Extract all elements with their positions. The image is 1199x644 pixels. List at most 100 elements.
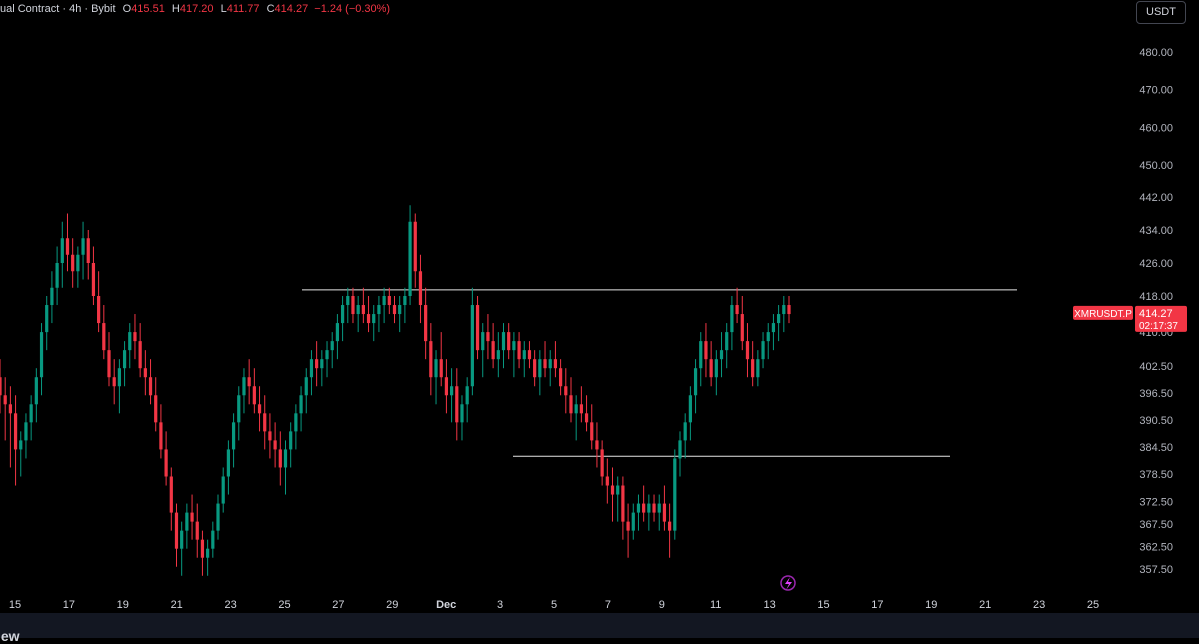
price-tick-label: 442.00 xyxy=(1139,192,1173,204)
candle-body xyxy=(387,296,391,306)
candle-body xyxy=(29,404,33,423)
candle xyxy=(237,386,241,441)
currency-button[interactable]: USDT xyxy=(1136,1,1186,24)
candle xyxy=(735,287,739,324)
change-value: −1.24 (−0.30%) xyxy=(314,3,391,15)
price-tick-label: 396.50 xyxy=(1139,388,1173,400)
horizontal-lines[interactable] xyxy=(302,289,1017,457)
candle xyxy=(558,359,563,396)
candle xyxy=(408,205,412,306)
candle-body xyxy=(97,296,101,324)
candle xyxy=(330,332,334,369)
time-tick-label: 27 xyxy=(332,599,344,611)
time-tick-label: 5 xyxy=(551,599,557,611)
price-tick-label: 402.50 xyxy=(1139,361,1173,373)
candle-body xyxy=(242,377,246,396)
candle xyxy=(475,296,480,360)
low-label: L xyxy=(220,3,227,15)
candle xyxy=(315,341,319,387)
time-tick-label: 29 xyxy=(386,599,398,611)
candle xyxy=(268,413,272,459)
candle xyxy=(107,332,111,387)
candle xyxy=(39,323,44,396)
candle-body xyxy=(693,368,698,396)
candle xyxy=(122,341,127,387)
candle-body xyxy=(206,548,210,558)
candle xyxy=(55,246,59,306)
candle-body xyxy=(330,341,334,351)
candle-body xyxy=(527,350,532,360)
candle-body xyxy=(719,350,724,360)
candle-body xyxy=(356,305,360,315)
candle-body xyxy=(268,431,272,441)
candle-body xyxy=(283,449,288,468)
time-tick-label: 25 xyxy=(278,599,290,611)
candle xyxy=(372,305,376,342)
candle xyxy=(382,287,386,324)
candle-body xyxy=(647,503,651,513)
candle-body xyxy=(777,314,781,324)
candle xyxy=(143,350,147,396)
price-chart[interactable]: 480.00 470.00 460.00 450.00 442.00 434.00 426.… xyxy=(0,0,1199,613)
candle-body xyxy=(413,221,417,272)
candle xyxy=(154,377,158,432)
candle-body xyxy=(19,440,23,450)
candle xyxy=(45,296,49,351)
candle xyxy=(169,467,173,531)
candle xyxy=(507,323,511,360)
price-tag-countdown: 02:17:37 xyxy=(1139,321,1178,332)
candle xyxy=(777,305,781,342)
price-tick-label: 390.50 xyxy=(1139,415,1173,427)
candle xyxy=(294,404,298,450)
candle-body xyxy=(231,422,236,450)
candle-body xyxy=(460,404,464,423)
candle xyxy=(673,449,677,540)
candle-body xyxy=(372,314,376,324)
candle xyxy=(719,332,724,378)
candle-body xyxy=(745,341,750,360)
candle xyxy=(320,350,324,387)
candle xyxy=(740,296,744,351)
candle xyxy=(102,305,106,360)
candle xyxy=(148,359,153,405)
candle-body xyxy=(678,440,682,459)
candle xyxy=(538,350,542,396)
high-label: H xyxy=(171,3,180,15)
candle-body xyxy=(616,485,620,495)
candle xyxy=(231,413,236,468)
candle-body xyxy=(45,305,49,333)
candle-body xyxy=(735,305,739,315)
candle xyxy=(159,404,163,459)
candle-body xyxy=(180,530,184,549)
candle xyxy=(133,314,137,360)
candle xyxy=(226,440,231,495)
candle-body xyxy=(584,413,589,423)
candle xyxy=(361,287,365,324)
candle-body xyxy=(154,395,158,423)
candle-body xyxy=(226,449,231,477)
candle-body xyxy=(699,341,703,369)
candle xyxy=(418,254,423,324)
candle-body xyxy=(13,413,18,450)
candle-body xyxy=(278,449,282,468)
time-axis[interactable]: 15 17 19 21 23 25 27 29 Dec 3 5 7 9 11 13 15 17 19 21 23 25 xyxy=(9,599,1099,611)
candle-body xyxy=(673,458,677,531)
candle xyxy=(501,323,506,369)
candle-body xyxy=(299,395,303,414)
candle xyxy=(522,341,526,378)
candle-body xyxy=(309,359,314,378)
candle xyxy=(668,503,672,558)
lightning-icon[interactable] xyxy=(780,575,796,591)
candle xyxy=(138,323,142,378)
candle-body xyxy=(714,359,718,378)
price-axis[interactable]: 480.00 470.00 460.00 450.00 442.00 434.00 426.… xyxy=(1139,47,1173,576)
candle xyxy=(543,341,547,378)
candle xyxy=(496,332,500,378)
candle-body xyxy=(325,350,329,360)
price-tick-label: 460.00 xyxy=(1139,122,1173,134)
candle-body xyxy=(190,512,194,522)
candle-body xyxy=(335,323,340,342)
candle xyxy=(590,404,594,450)
candle-body xyxy=(398,305,402,315)
candle-body xyxy=(455,386,459,423)
